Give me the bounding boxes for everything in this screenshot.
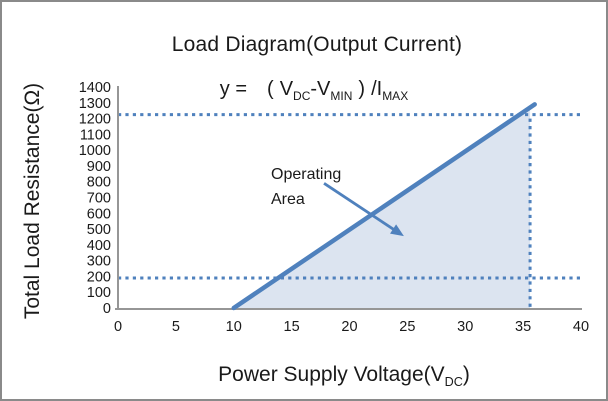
x-tick-label-20: 20: [341, 319, 357, 335]
x-axis-title: Power Supply Voltage(VDC): [218, 363, 470, 389]
chart-title: Load Diagram(Output Current): [171, 33, 463, 56]
x-axis-title-sub: DC: [444, 375, 463, 390]
x-axis-title-main: Power Supply Voltage(V: [218, 362, 445, 386]
y-tick-label-600: 600: [87, 206, 111, 222]
y-tick-label-400: 400: [87, 238, 111, 254]
y-tick-label-700: 700: [87, 191, 111, 207]
y-tick-label-1000: 1000: [79, 143, 111, 159]
load-line: [231, 102, 537, 311]
y-axis-title: Total Load Resistance(Ω): [21, 82, 44, 320]
formula-vdc: V: [279, 78, 294, 100]
formula-vmin: -V: [310, 78, 331, 100]
y-tick-label-800: 800: [87, 175, 111, 191]
x-tick-label-5: 5: [172, 319, 180, 335]
operating-area-label-line2: Area: [271, 191, 305, 208]
y-tick-label-200: 200: [87, 269, 111, 285]
operating-area-arrow-shaft: [323, 182, 397, 232]
y-tick-label-1100: 1100: [80, 127, 111, 143]
y-tick-label-1300: 1300: [79, 96, 111, 112]
y-tick-label-100: 100: [87, 285, 111, 301]
y-tick-label-300: 300: [87, 254, 111, 270]
operating-area-label-line1: Operating: [271, 166, 342, 183]
formula-close-paren: ): [358, 78, 366, 100]
operating-area-label: Operating Area: [271, 162, 341, 212]
x-tick-label-0: 0: [114, 319, 122, 335]
x-tick-label-25: 25: [399, 319, 415, 335]
x-tick-label-35: 35: [515, 319, 531, 335]
y-tick-label-1200: 1200: [79, 112, 111, 128]
y-tick-label-500: 500: [87, 222, 111, 238]
formula-vmin-sub: MIN: [330, 89, 353, 103]
formula-vdc-sub: DC: [293, 89, 311, 103]
formula-lhs: y =: [219, 78, 248, 100]
formula: y = (VDC-VMIN)/IMAX: [18, 78, 606, 103]
x-tick-label-30: 30: [457, 319, 473, 335]
formula-open-paren: (: [267, 78, 274, 100]
formula-imax: /I: [371, 78, 383, 100]
x-tick-label-40: 40: [573, 319, 589, 335]
operating-area-arrow-head: [390, 224, 404, 237]
y-tick-label-900: 900: [87, 159, 111, 175]
x-tick-label-15: 15: [284, 319, 300, 335]
formula-imax-sub: MAX: [382, 89, 409, 103]
x-axis-title-end: ): [462, 362, 470, 386]
y-tick-label-1400: 1400: [79, 80, 111, 96]
y-tick-label-0: 0: [103, 301, 111, 317]
x-tick-label-10: 10: [226, 319, 242, 335]
